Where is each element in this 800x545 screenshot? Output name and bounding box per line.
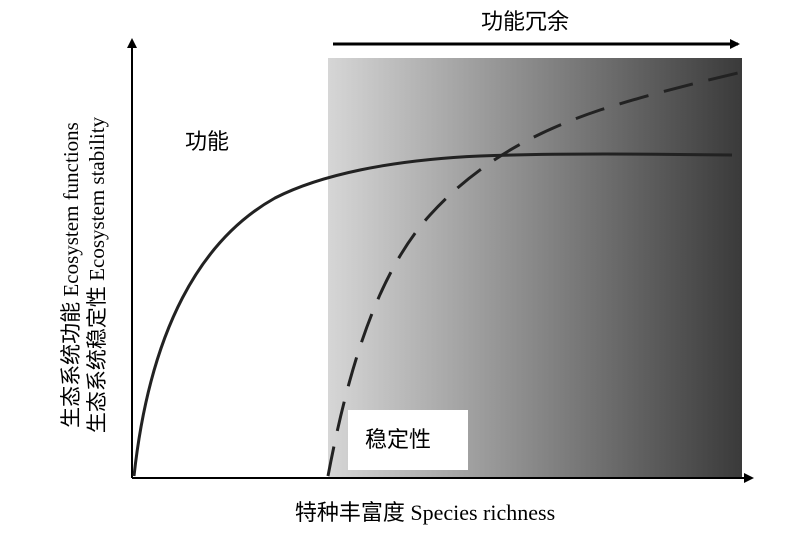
- function-curve-label: 功能: [185, 130, 229, 155]
- stability-curve-label: 稳定性: [365, 428, 431, 453]
- y-axis-label-stability: 生态系统稳定性 Ecosystem stability: [85, 116, 109, 433]
- redundancy-label: 功能冗余: [481, 10, 569, 35]
- x-axis-label: 特种丰富度 Species richness: [295, 500, 555, 525]
- stability-curve: [326, 70, 743, 477]
- y-axis-label-functions: 生态系统功能 Ecosystem functions: [59, 122, 83, 428]
- stability-label-box: [348, 410, 468, 470]
- function-curve: [132, 152, 733, 477]
- redundancy-region: [328, 58, 742, 478]
